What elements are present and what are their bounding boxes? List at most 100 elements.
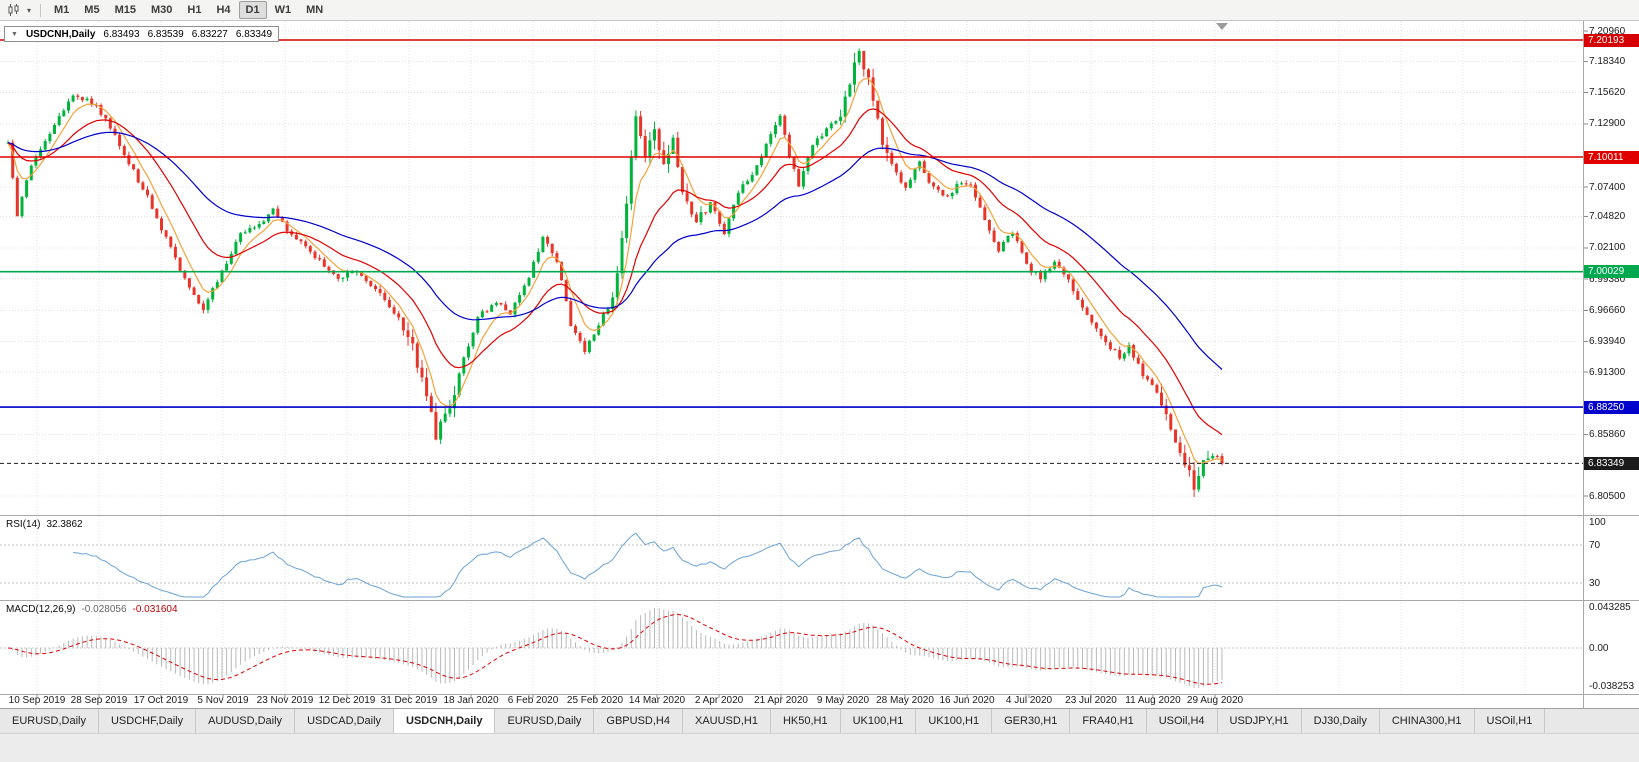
chart-tab-CHINA300-H1[interactable]: CHINA300,H1 — [1379, 709, 1475, 733]
chart-dropdown-icon[interactable]: ▾ — [26, 5, 31, 15]
price-axis-tick: 7.07400 — [1589, 182, 1626, 193]
price-axis-tick: 7.04820 — [1589, 211, 1626, 222]
date-label: 31 Dec 2019 — [380, 695, 438, 706]
timeframe-button-MN[interactable]: MN — [306, 4, 324, 16]
price-level-tag: 6.83349 — [1584, 457, 1639, 470]
price-axis-tick: 6.99380 — [1589, 274, 1626, 285]
timeframe-button-M15[interactable]: M15 — [114, 4, 136, 16]
price-axis-divider[interactable] — [1583, 21, 1584, 708]
timeframe-toolbar: ▾ M1 M5 M15 M30 H1 H4 D1 W1 MN — [0, 0, 1639, 21]
chart-type-icon[interactable] — [5, 2, 23, 18]
scroll-shift-marker[interactable] — [1216, 23, 1228, 30]
timeframe-button-H4[interactable]: H4 — [216, 4, 231, 16]
date-label: 28 Sep 2019 — [70, 695, 128, 706]
date-label: 10 Sep 2019 — [8, 695, 66, 706]
date-label: 11 Aug 2020 — [1125, 695, 1181, 706]
symbol-name: USDCNH,Daily — [25, 28, 96, 40]
ma-6-line — [7, 77, 1223, 465]
rsi-indicator-label: RSI(14) 32.3862 — [6, 519, 83, 530]
timeframe-button-M5[interactable]: M5 — [84, 4, 100, 16]
price-axis-tick: 7.02100 — [1589, 242, 1626, 253]
chart-tab-HK50-H1[interactable]: HK50,H1 — [770, 709, 841, 733]
price-level-tag: 6.88250 — [1584, 401, 1639, 414]
date-label: 17 Oct 2019 — [133, 695, 189, 706]
chart-tab-FRA40-H1[interactable]: FRA40,H1 — [1070, 709, 1147, 733]
rsi-axis-label: 70 — [1589, 540, 1601, 551]
candlestick-series — [6, 48, 1224, 498]
timeframe-button-D1[interactable]: D1 — [238, 1, 267, 19]
ohlc-close: 6.83349 — [235, 28, 273, 40]
timeframe-buttons: M1 M5 M15 M30 H1 H4 D1 W1 MN — [47, 1, 330, 19]
price-axis-tick: 6.80500 — [1589, 491, 1626, 502]
chart-tab-EURUSD-Daily[interactable]: EURUSD,Daily — [0, 709, 99, 733]
chart-tabs-bar: EURUSD,Daily USDCHF,Daily AUDUSD,Daily USDC… — [0, 708, 1639, 733]
price-axis-tick: 7.18340 — [1589, 56, 1626, 67]
rsi-axis-label: 30 — [1589, 578, 1601, 589]
price-axis-tick: 7.12900 — [1589, 118, 1626, 129]
rsi-axis-label: 100 — [1589, 517, 1606, 528]
ohlc-high: 6.83539 — [147, 28, 184, 40]
chart-tab-EURUSD-Daily[interactable]: EURUSD,Daily — [495, 709, 595, 733]
timeframe-button-W1[interactable]: W1 — [274, 4, 292, 16]
rsi-line — [73, 532, 1223, 598]
price-level-tag: 7.00029 — [1584, 265, 1639, 278]
date-label: 6 Feb 2020 — [507, 695, 559, 706]
toolbar-separator — [40, 3, 41, 17]
chart-tab-USDCAD-Daily[interactable]: USDCAD,Daily — [295, 709, 395, 733]
date-label: 23 Nov 2019 — [256, 695, 314, 706]
macd-value-signal: -0.031604 — [132, 604, 178, 615]
macd-signal-line — [7, 613, 1223, 685]
chart-tab-UK100-H1[interactable]: UK100,H1 — [840, 709, 917, 733]
chart-tab-GER30-H1[interactable]: GER30,H1 — [992, 709, 1071, 733]
timeframe-button-M30[interactable]: M30 — [150, 4, 173, 16]
date-label: 16 Jun 2020 — [939, 695, 995, 706]
macd-histogram — [12, 608, 1223, 688]
pane-separator-macd-dates — [0, 694, 1639, 695]
date-label: 18 Jan 2020 — [443, 695, 499, 706]
macd-axis-label: 0.00 — [1589, 643, 1609, 654]
date-label: 25 Feb 2020 — [566, 695, 624, 706]
rsi-value: 32.3862 — [46, 519, 83, 530]
ma-18-line — [7, 108, 1223, 436]
macd-value-main: -0.028056 — [81, 604, 127, 615]
chart-tab-DJ30-Daily[interactable]: DJ30,Daily — [1301, 709, 1380, 733]
one-click-expander-icon[interactable]: ▼ — [11, 30, 18, 38]
ohlc-open: 6.83493 — [103, 28, 140, 40]
chart-tab-USDCHF-Daily[interactable]: USDCHF,Daily — [98, 709, 197, 733]
chart-tab-XAUUSD-H1[interactable]: XAUUSD,H1 — [682, 709, 771, 733]
date-label: 29 Aug 2020 — [1186, 695, 1244, 706]
date-label: 14 Mar 2020 — [628, 695, 686, 706]
price-axis-tick: 7.15620 — [1589, 87, 1626, 98]
pane-separator-rsi-macd[interactable] — [0, 600, 1639, 601]
price-axis-tick: 7.20960 — [1589, 26, 1626, 37]
chart-tab-USOil-H1[interactable]: USOil,H1 — [1474, 709, 1546, 733]
status-bar — [0, 733, 1639, 762]
date-label: 5 Nov 2019 — [197, 695, 249, 706]
macd-indicator-label: MACD(12,26,9) -0.028056 -0.031604 — [6, 604, 178, 615]
macd-axis-label: -0.038253 — [1589, 681, 1635, 692]
chart-tab-AUDUSD-Daily[interactable]: AUDUSD,Daily — [196, 709, 296, 733]
date-label: 9 May 2020 — [816, 695, 870, 706]
chart-tab-USDJPY-H1[interactable]: USDJPY,H1 — [1217, 709, 1302, 733]
timeframe-button-H1[interactable]: H1 — [187, 4, 202, 16]
price-level-tag: 7.10011 — [1584, 151, 1639, 164]
price-level-tag: 7.20193 — [1584, 34, 1639, 47]
pane-separator-main-rsi[interactable] — [0, 515, 1639, 516]
price-axis-tick: 6.93940 — [1589, 336, 1626, 347]
price-axis-tick: 6.96660 — [1589, 305, 1626, 316]
rsi-name: RSI(14) — [6, 519, 41, 530]
timeframe-button-M1[interactable]: M1 — [54, 4, 70, 16]
chart-tab-UK100-H1[interactable]: UK100,H1 — [916, 709, 993, 733]
macd-axis-label: 0.043285 — [1589, 602, 1631, 613]
chart-tab-USOil-H4[interactable]: USOil,H4 — [1146, 709, 1218, 733]
symbol-ohlc-bar: ▼ USDCNH,Daily 6.83493 6.83539 6.83227 6… — [4, 26, 280, 42]
chart-tab-GBPUSD-H4[interactable]: GBPUSD,H4 — [594, 709, 683, 733]
date-label: 21 Apr 2020 — [754, 695, 808, 706]
chart-tab-USDCNH-Daily[interactable]: USDCNH,Daily — [394, 709, 496, 733]
date-label: 23 Jul 2020 — [1065, 695, 1117, 706]
price-axis-tick: 6.91300 — [1589, 367, 1626, 378]
date-label: 12 Dec 2019 — [318, 695, 376, 706]
price-axis-tick: 6.85860 — [1589, 429, 1626, 440]
ma-45-line — [7, 131, 1223, 370]
